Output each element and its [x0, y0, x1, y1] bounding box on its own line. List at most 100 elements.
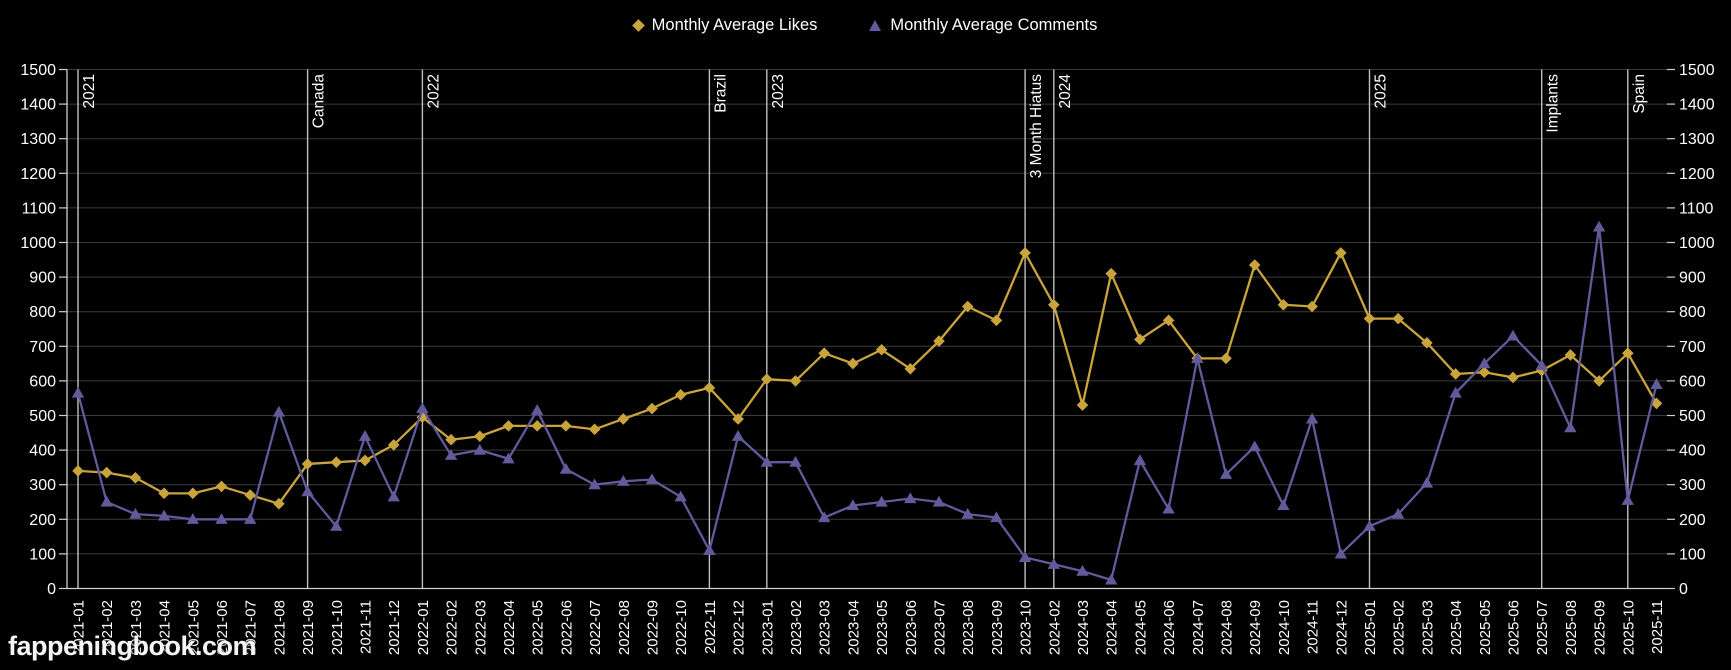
monthly-average-comments-point [990, 511, 1003, 523]
x-tick-label: 2025-10 [1620, 600, 1637, 655]
y-tick-label-right: 900 [1679, 270, 1706, 287]
y-tick-label-left: 200 [29, 512, 56, 529]
legend-item-likes[interactable]: Monthly Average Likes [631, 16, 818, 35]
monthly-average-likes-point [732, 413, 744, 425]
x-tick-label: 2022-06 [558, 600, 575, 655]
annotation-label-canada: Canada [311, 74, 328, 129]
monthly-average-comments-point [444, 449, 458, 460]
monthly-average-likes-point [904, 362, 917, 375]
monthly-average-comments-point [1162, 502, 1175, 514]
monthly-average-comments-point [1334, 547, 1347, 559]
monthly-average-comments-point [244, 513, 257, 524]
y-tick-label-right: 700 [1679, 339, 1706, 356]
x-tick-label: 2024-11 [1305, 600, 1322, 654]
monthly-average-comments-point [473, 443, 486, 455]
monthly-average-comments-point [186, 513, 199, 524]
monthly-average-comments-point [1621, 494, 1634, 505]
monthly-average-comments-point [961, 507, 974, 519]
annotation-label-spain: Spain [1631, 74, 1648, 114]
monthly-average-comments-point [674, 490, 687, 502]
x-tick-label: 2025-07 [1534, 600, 1551, 655]
y-tick-label-right: 200 [1679, 512, 1706, 529]
y-tick-label-right: 1200 [1679, 166, 1715, 183]
monthly-average-likes-point [273, 497, 285, 510]
monthly-average-likes-point [187, 487, 199, 500]
x-tick-label: 2023-04 [845, 600, 862, 655]
x-tick-label: 2022-03 [472, 600, 489, 655]
annotation-label-2023: 2023 [770, 74, 787, 108]
monthly-average-comments-point [387, 490, 400, 502]
y-tick-label-right: 1100 [1679, 200, 1714, 217]
x-tick-label: 2021-03 [128, 600, 145, 655]
x-tick-label: 2024-04 [1104, 600, 1121, 655]
y-tick-label-left: 1000 [20, 235, 56, 252]
annotation-label-2022: 2022 [425, 74, 442, 108]
y-tick-label-left: 1300 [20, 131, 56, 148]
monthly-average-comments-point [904, 492, 917, 504]
monthly-average-likes-point [617, 413, 630, 425]
monthly-average-likes-point [1650, 397, 1663, 410]
x-tick-label: 2022-02 [444, 600, 461, 655]
x-tick-label: 2023-06 [903, 600, 920, 655]
monthly-average-comments-line [76, 225, 1658, 581]
monthly-average-likes-point [1076, 399, 1089, 411]
monthly-average-likes-point [847, 357, 859, 370]
y-ticks [59, 68, 1675, 590]
y-tick-label-right: 1300 [1679, 131, 1715, 148]
legend-item-comments[interactable]: Monthly Average Comments [869, 16, 1097, 35]
y-tick-label-right: 1500 [1679, 62, 1715, 79]
monthly-average-comments-point [1219, 468, 1233, 479]
x-tick-label: 2023-03 [817, 600, 834, 655]
annotation-label-implants: Implants [1545, 74, 1562, 133]
x-tick-label: 2023-07 [932, 600, 949, 655]
monthly-average-likes-point [1220, 352, 1232, 365]
x-tick-label: 2021-09 [300, 600, 317, 655]
watermark: fappeningbook.com [8, 631, 257, 661]
monthly-average-comments-point [531, 404, 544, 415]
monthly-average-likes-point [1134, 333, 1146, 346]
monthly-average-comments-point [875, 495, 888, 507]
monthly-average-comments-point [1076, 565, 1089, 576]
monthly-average-likes-point [1421, 337, 1433, 349]
monthly-average-likes-point [1478, 366, 1491, 379]
monthly-average-comments-point [1305, 412, 1319, 424]
monthly-average-likes-point [990, 314, 1003, 327]
legend-label-likes: Monthly Average Likes [651, 16, 818, 34]
monthly-average-comments-point [1478, 357, 1491, 369]
monthly-average-likes-point [72, 465, 84, 477]
x-tick-label: 2023-01 [759, 600, 776, 655]
x-tick-label: 2022-11 [702, 600, 719, 654]
y-tick-label-left: 500 [29, 408, 56, 425]
monthly-average-likes-point [761, 373, 773, 385]
x-tick-label: 2024-12 [1333, 600, 1350, 655]
x-tick-label: 2023-05 [874, 600, 891, 655]
y-tick-label-right: 800 [1679, 304, 1706, 321]
y-tick-label-right: 1000 [1679, 235, 1715, 252]
monthly-average-likes-markers [72, 247, 1663, 510]
x-tick-label: 2022-07 [587, 600, 604, 655]
x-tick-label: 2021-04 [157, 600, 174, 655]
monthly-average-comments-point [617, 475, 630, 486]
legend-label-comments: Monthly Average Comments [890, 16, 1098, 34]
monthly-average-likes-point [129, 471, 142, 484]
x-tick-label: 2022-04 [501, 600, 518, 655]
x-tick-label: 2022-08 [616, 600, 633, 655]
monthly-average-likes-point [215, 480, 228, 493]
y-axis-right-labels: 0 100 200 300 400 500 600 700 800 900 1000 1100 1200… [1679, 62, 1715, 598]
monthly-average-likes-point [875, 343, 888, 356]
y-tick-label-right: 300 [1679, 477, 1706, 494]
monthly-average-likes-point [703, 382, 716, 394]
monthly-average-comments-point [157, 509, 171, 521]
y-axis-left-labels: 0 100 200 300 400 500 600 700 800 900 1000 1100 1200… [20, 62, 56, 598]
y-tick-label-right: 500 [1679, 408, 1706, 425]
x-tick-label: 2024-05 [1132, 600, 1149, 655]
y-tick-label-left: 1200 [20, 166, 56, 183]
monthly-average-comments-point [1535, 359, 1548, 370]
annotation-label-3-month-hiatus: 3 Month Hiatus [1028, 74, 1045, 178]
x-tick-label: 2025-03 [1419, 600, 1436, 655]
monthly-average-comments-point [818, 511, 831, 523]
x-tick-label: 2024-08 [1219, 600, 1236, 655]
y-tick-label-right: 400 [1679, 443, 1706, 460]
monthly-average-comments-point [1248, 440, 1261, 452]
x-tick-label: 2024-06 [1161, 600, 1178, 655]
